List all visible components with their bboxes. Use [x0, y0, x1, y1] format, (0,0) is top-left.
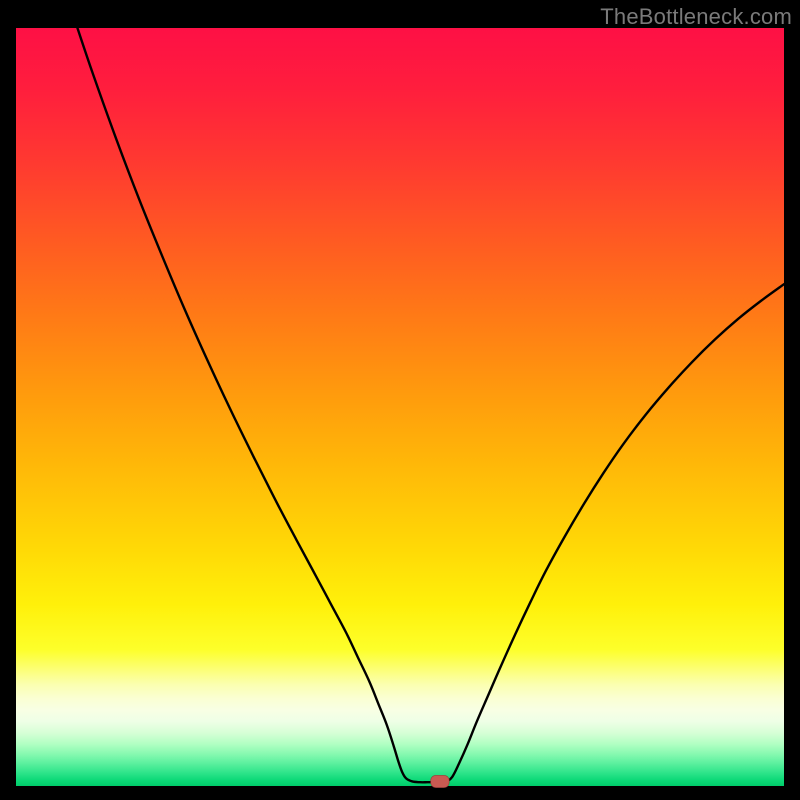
bottleneck-chart: [0, 0, 800, 800]
chart-stage: TheBottleneck.com: [0, 0, 800, 800]
watermark-text: TheBottleneck.com: [600, 4, 792, 30]
plot-background: [16, 28, 784, 786]
bottleneck-marker: [431, 775, 449, 787]
